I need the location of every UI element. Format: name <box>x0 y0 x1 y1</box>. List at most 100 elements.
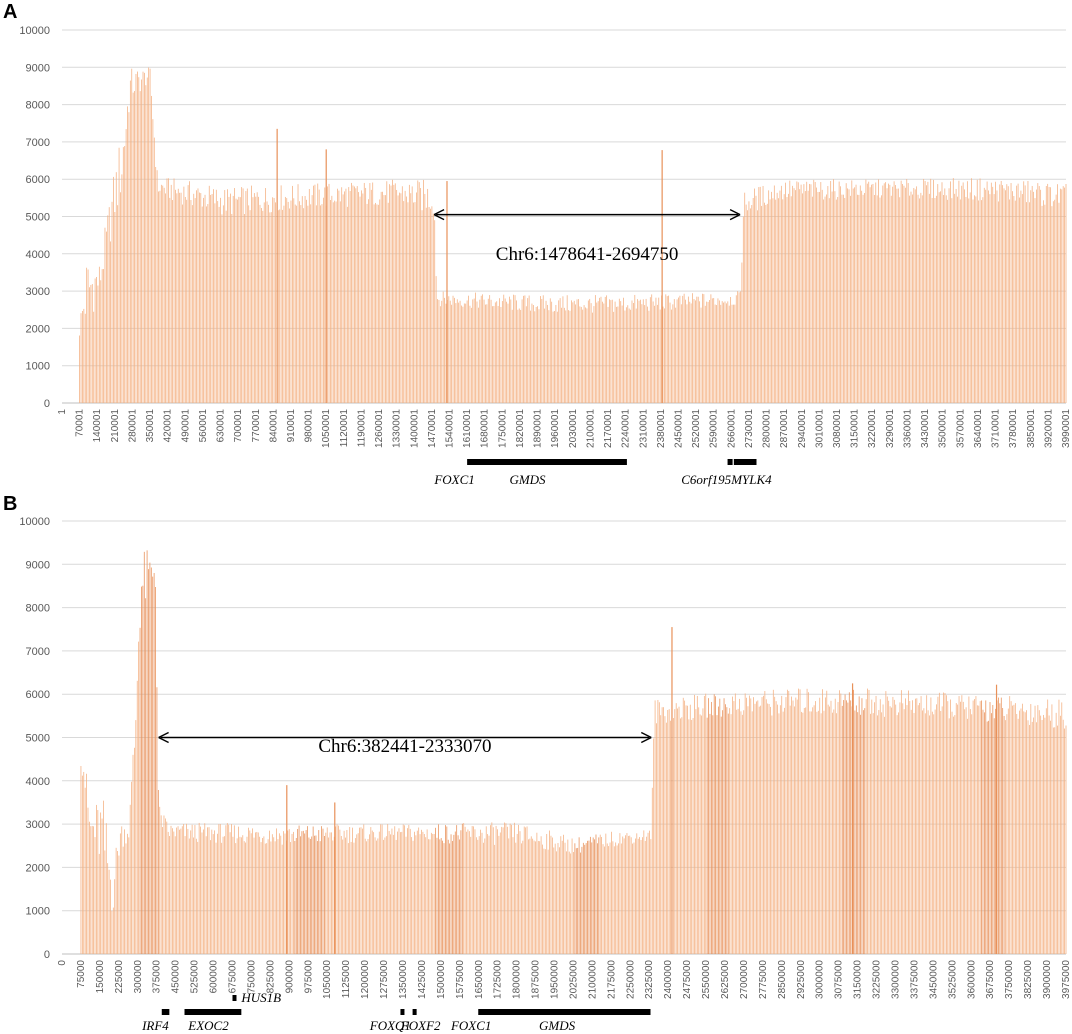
bar <box>729 708 731 954</box>
x-tick-label: 1575000 <box>455 960 466 999</box>
bar <box>610 300 612 403</box>
bar <box>246 836 248 954</box>
bar <box>176 827 178 954</box>
bar <box>243 841 245 954</box>
bar <box>914 189 916 403</box>
bar <box>296 205 298 403</box>
bar <box>399 192 400 403</box>
x-tick-label: 3075000 <box>834 960 845 999</box>
bar <box>166 821 168 954</box>
bar <box>822 689 823 954</box>
bar <box>786 197 788 403</box>
bar <box>490 299 492 403</box>
bar <box>186 199 188 403</box>
bar <box>241 187 243 403</box>
bar <box>371 830 373 954</box>
bar <box>571 838 573 954</box>
bar <box>947 701 949 954</box>
x-tick-label: 2730001 <box>744 409 755 448</box>
bar <box>529 838 531 954</box>
bar <box>793 188 795 403</box>
bar <box>454 297 455 403</box>
bar <box>404 190 406 403</box>
bar <box>1017 718 1019 954</box>
bar <box>199 192 200 403</box>
bar <box>682 697 684 954</box>
bar <box>96 804 97 954</box>
bar <box>758 706 760 954</box>
bar <box>271 834 273 954</box>
bar <box>1020 190 1022 403</box>
bar <box>921 195 923 403</box>
bar <box>317 183 319 403</box>
bar <box>343 830 345 954</box>
bar <box>876 195 878 403</box>
bar <box>599 297 600 403</box>
bar <box>391 828 393 954</box>
bar <box>399 832 401 954</box>
bar <box>303 208 305 403</box>
bar <box>291 833 293 954</box>
bar <box>456 299 458 403</box>
bar <box>494 844 496 954</box>
gene-label: IRF4 <box>141 1018 169 1033</box>
bar <box>782 711 784 954</box>
bar <box>96 276 97 403</box>
bar <box>664 308 665 403</box>
bar <box>677 708 678 954</box>
bar <box>671 627 673 954</box>
y-tick-label: 9000 <box>26 62 50 74</box>
bar <box>504 822 505 954</box>
bar <box>1003 188 1005 403</box>
bar <box>517 309 519 403</box>
bar <box>746 697 747 954</box>
bar <box>336 824 338 954</box>
bar <box>661 150 663 403</box>
bar <box>1024 185 1026 403</box>
bar <box>621 305 623 403</box>
bar <box>847 702 849 954</box>
bar <box>380 191 382 403</box>
bar <box>111 910 113 954</box>
bar <box>960 701 961 954</box>
bar <box>539 841 541 954</box>
x-tick-label: 2850000 <box>777 960 788 999</box>
bar <box>221 214 223 403</box>
x-tick-label: 70001 <box>75 409 86 437</box>
bar <box>645 298 647 403</box>
bar <box>334 802 336 954</box>
bar <box>470 836 472 954</box>
x-tick-label: 1820001 <box>515 409 526 448</box>
x-tick-label: 1050001 <box>321 409 332 448</box>
bar <box>397 831 398 954</box>
bar <box>714 304 716 403</box>
bar <box>370 827 372 954</box>
bar <box>990 182 992 403</box>
bar <box>857 712 859 954</box>
bar <box>244 214 245 403</box>
bar <box>315 205 317 403</box>
bar <box>349 191 351 403</box>
bar <box>622 836 624 954</box>
bar <box>559 298 561 403</box>
bar <box>120 192 121 403</box>
x-tick-label: 3900000 <box>1042 960 1053 999</box>
bar <box>824 697 826 954</box>
bar <box>152 119 154 403</box>
bar <box>242 188 244 403</box>
bar <box>124 146 126 403</box>
bar <box>898 712 899 954</box>
bar <box>190 200 192 403</box>
x-tick-label: 1200000 <box>360 960 371 999</box>
bar <box>961 185 963 403</box>
bar <box>111 201 113 403</box>
bar <box>475 837 477 954</box>
bar <box>801 711 802 954</box>
bar <box>1010 701 1012 954</box>
bar <box>755 195 757 403</box>
bar <box>605 833 607 954</box>
bar <box>989 702 991 954</box>
bar <box>487 834 489 954</box>
bar <box>957 196 958 403</box>
bar <box>256 831 258 954</box>
